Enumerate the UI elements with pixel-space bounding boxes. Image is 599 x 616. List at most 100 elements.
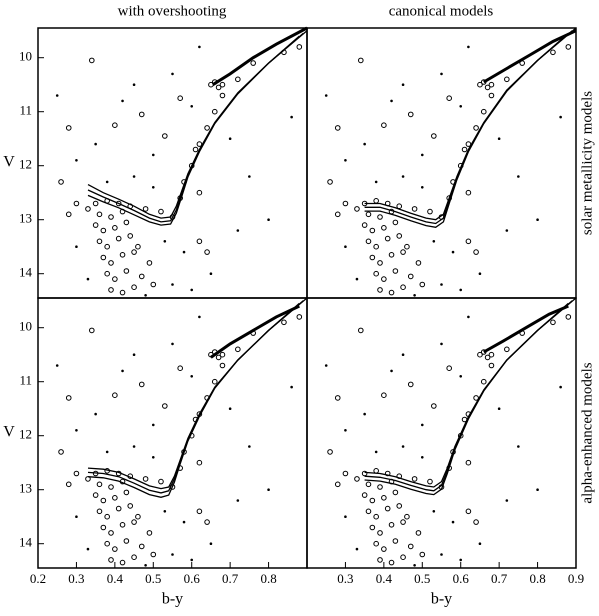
- field-star: [151, 186, 155, 189]
- field-star: [451, 520, 455, 524]
- field-star: [344, 245, 347, 248]
- x-tick-label: 0.7: [491, 571, 508, 586]
- member-star: [354, 476, 360, 482]
- field-star: [209, 542, 213, 546]
- member-star: [138, 381, 145, 388]
- member-star: [396, 503, 403, 509]
- isochrone: [212, 26, 308, 86]
- member-star: [115, 200, 122, 207]
- y-tick-label: 12: [19, 427, 32, 442]
- panel-frame: [306, 27, 577, 299]
- member-star: [73, 470, 80, 477]
- field-star: [344, 429, 347, 432]
- member-star: [146, 260, 153, 266]
- y-tick-label: 12: [19, 157, 32, 172]
- member-star: [388, 559, 395, 566]
- member-star: [150, 281, 157, 288]
- field-star: [559, 385, 562, 389]
- member-star: [112, 546, 118, 552]
- member-star: [73, 200, 80, 207]
- y-tick-label: 14: [19, 535, 33, 550]
- member-star: [219, 92, 226, 99]
- member-star: [465, 238, 472, 245]
- field-star: [459, 558, 463, 562]
- member-star: [384, 235, 391, 242]
- member-star: [119, 289, 126, 296]
- y-tick-label: 11: [19, 373, 32, 388]
- member-star: [135, 513, 141, 520]
- member-star: [204, 519, 210, 525]
- column-title: canonical models: [389, 3, 494, 19]
- field-star: [121, 369, 124, 373]
- member-star: [415, 260, 422, 266]
- member-star: [131, 284, 137, 291]
- member-star: [65, 395, 72, 401]
- field-star: [420, 456, 424, 459]
- member-star: [108, 557, 114, 563]
- field-star: [94, 142, 97, 146]
- member-star: [392, 538, 399, 544]
- member-star: [158, 208, 164, 215]
- field-star: [355, 277, 359, 281]
- field-star: [420, 186, 424, 189]
- member-star: [373, 513, 379, 520]
- member-star: [334, 481, 341, 488]
- member-star: [473, 519, 479, 525]
- x-tick-label: 0.7: [222, 571, 239, 586]
- field-star: [401, 175, 405, 178]
- field-star: [236, 229, 240, 232]
- field-star: [363, 412, 366, 416]
- member-star: [96, 481, 103, 488]
- member-star: [407, 543, 414, 550]
- member-star: [480, 108, 487, 115]
- member-star: [138, 111, 145, 118]
- member-star: [369, 254, 376, 261]
- member-star: [135, 243, 141, 250]
- field-star: [355, 547, 359, 551]
- member-star: [92, 200, 99, 207]
- member-star: [461, 146, 468, 153]
- field-star: [440, 342, 443, 346]
- member-star: [142, 476, 149, 482]
- member-star: [334, 211, 341, 218]
- field-star: [390, 369, 393, 373]
- member-star: [127, 503, 134, 509]
- member-star: [108, 287, 114, 293]
- member-star: [400, 284, 406, 291]
- field-star: [420, 423, 424, 427]
- member-star: [85, 476, 91, 482]
- field-star: [440, 283, 443, 286]
- member-star: [89, 57, 95, 64]
- member-star: [342, 200, 349, 207]
- field-star: [151, 423, 155, 427]
- member-star: [369, 524, 376, 531]
- member-star: [119, 522, 126, 528]
- field-star: [536, 218, 539, 221]
- member-star: [465, 189, 472, 196]
- member-star: [388, 522, 395, 528]
- member-star: [373, 243, 379, 250]
- member-star: [115, 505, 122, 512]
- member-star: [112, 276, 118, 282]
- field-star: [536, 488, 539, 492]
- member-star: [281, 319, 287, 326]
- member-star: [192, 146, 199, 153]
- member-star: [377, 260, 383, 266]
- member-star: [484, 354, 491, 361]
- field-star: [440, 72, 443, 76]
- field-star: [401, 353, 405, 357]
- member-star: [196, 189, 203, 196]
- member-star: [477, 81, 483, 88]
- member-star: [446, 95, 452, 101]
- member-star: [100, 524, 107, 531]
- member-star: [504, 346, 510, 353]
- member-star: [473, 125, 479, 131]
- field-star: [209, 272, 213, 276]
- member-star: [388, 289, 395, 296]
- member-star: [89, 327, 95, 334]
- member-star: [104, 540, 110, 547]
- member-star: [196, 238, 203, 245]
- field-star: [55, 364, 59, 367]
- field-star: [171, 72, 174, 76]
- member-star: [65, 211, 72, 218]
